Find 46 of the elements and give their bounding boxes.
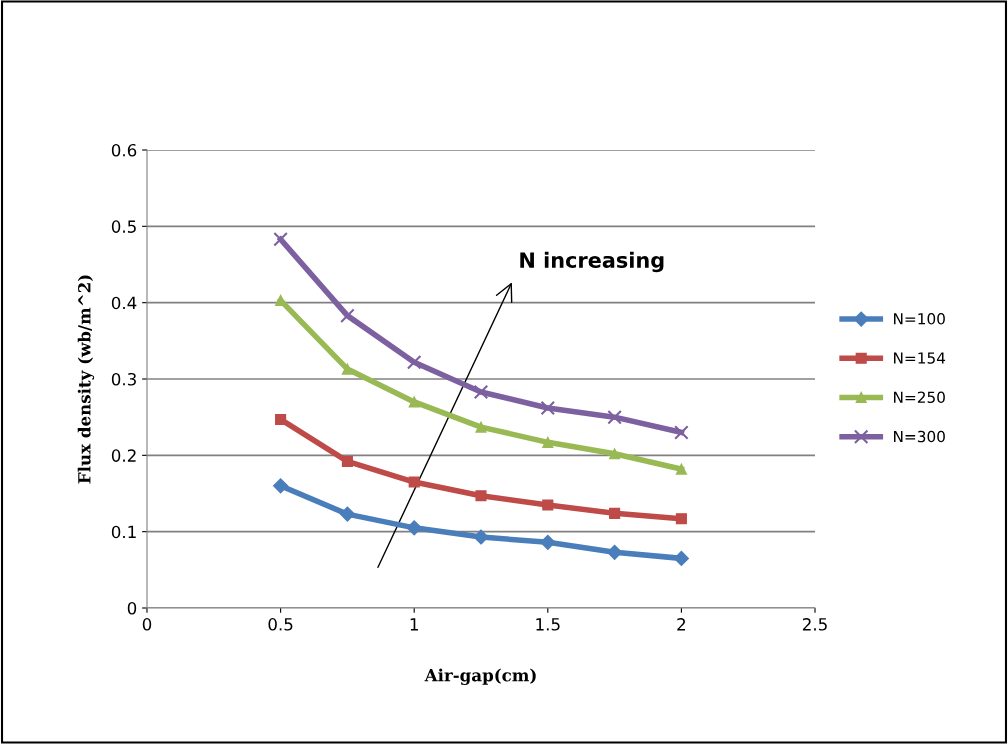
point	[341, 363, 353, 375]
y-tick-label: 0.3	[111, 372, 136, 386]
point	[675, 463, 687, 475]
point	[406, 354, 422, 370]
point	[540, 534, 556, 550]
point	[673, 550, 689, 566]
point	[473, 384, 489, 400]
point	[609, 507, 621, 519]
point	[339, 506, 355, 522]
point	[273, 478, 289, 494]
point	[542, 499, 554, 511]
y-tick-label: 0.4	[111, 296, 137, 310]
y-tick-label: 0.6	[111, 143, 137, 157]
y-tick-label: 0.1	[111, 525, 136, 539]
x-axis-title: Air-gap(cm)	[424, 668, 536, 685]
y-axis-title: Flux density (wb/m^2)	[77, 275, 95, 484]
y-tick-label: 0.2	[111, 449, 136, 462]
point	[609, 448, 621, 460]
point	[475, 490, 487, 502]
y-tick-label: 0.5	[111, 220, 136, 233]
annotation: N increasing	[520, 251, 664, 273]
point	[475, 421, 487, 433]
point	[340, 308, 355, 323]
x-tick-label: 2.5	[802, 618, 827, 631]
x-tick-label: 1.5	[536, 618, 560, 631]
point	[540, 400, 556, 416]
point	[406, 520, 422, 536]
point	[675, 513, 687, 525]
point	[473, 529, 489, 545]
point	[542, 436, 554, 448]
point	[275, 413, 287, 426]
x-tick-label: 0	[142, 618, 152, 631]
legend-label: N=100	[894, 313, 945, 325]
point	[273, 232, 288, 247]
point	[674, 425, 689, 440]
legend-label: N=300	[894, 430, 945, 443]
point	[607, 409, 622, 425]
point	[408, 476, 420, 488]
x-tick-label: 0.5	[268, 618, 293, 631]
point	[341, 455, 353, 467]
legend-label: N=154	[894, 352, 946, 364]
x-tick-label: 1	[410, 618, 418, 631]
legend-label: N=250	[894, 391, 945, 404]
y-tick-label: 0	[127, 601, 137, 615]
x-tick-label: 2	[677, 618, 686, 631]
point	[408, 396, 420, 408]
